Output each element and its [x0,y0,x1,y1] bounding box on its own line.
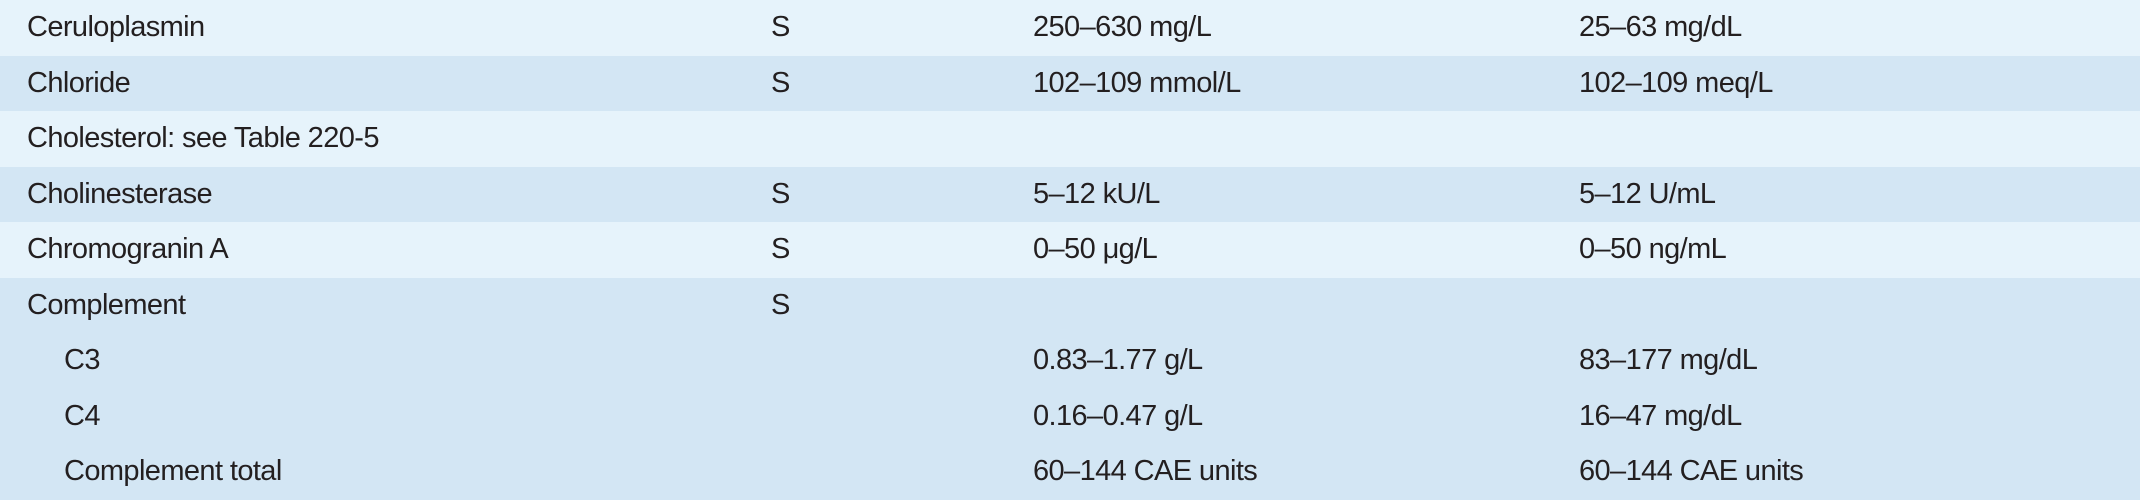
table-cell: Ceruloplasmin [27,11,205,43]
table-cell: Cholesterol: see Table 220-5 [27,122,379,154]
table-cell: 60–144 CAE units [1033,455,1258,487]
table-cell: Complement total [64,455,282,487]
table-cell: 102–109 meq/L [1579,66,1773,99]
table-row: Cholesterol: see Table 220-5 [0,111,2140,167]
table-cell: 250–630 mg/L [1033,11,1212,43]
table-cell: Cholinesterase [27,177,213,210]
table-cell: C4 [64,399,100,432]
table-cell: Complement [27,288,186,321]
table-row: C4 0.16–0.47 g/L 16–47 mg/dL [0,388,2140,444]
table-row: Chloride S 102–109 mmol/L 102–109 meq/L [0,55,2140,111]
table-cell: C3 [64,344,100,376]
table-cell: 5–12 kU/L [1033,177,1160,210]
table-cell: S [771,233,790,265]
table-cell: S [771,66,790,99]
table-cell: 0.16–0.47 g/L [1033,399,1203,432]
table-cell: 102–109 mmol/L [1033,66,1241,99]
table-row: Complement S [0,277,2140,333]
table-cell: S [771,177,790,210]
table-cell: 0–50 ng/mL [1579,233,1727,265]
table-cell: Chromogranin A [27,233,229,265]
table-row: C3 0.83–1.77 g/L 83–177 mg/dL [0,333,2140,389]
table-row: Chromogranin A S 0–50 μg/L 0–50 ng/mL [0,222,2140,278]
table-row: Cholinesterase S 5–12 kU/L 5–12 U/mL [0,166,2140,222]
table-row: Complement total 60–144 CAE units 60–144 C… [0,444,2140,500]
table-cell: Chloride [27,66,131,99]
table-cell: 25–63 mg/dL [1579,11,1742,43]
table-cell: 0.83–1.77 g/L [1033,344,1203,376]
table-cell: 0–50 μg/L [1033,233,1158,265]
table-cell: 60–144 CAE units [1579,455,1804,487]
table-row: Ceruloplasmin S 250–630 mg/L 25–63 mg/dL [0,0,2140,56]
table-cell: 16–47 mg/dL [1579,399,1742,432]
table-cell: 83–177 mg/dL [1579,344,1758,376]
table-cell: S [771,288,790,321]
table-cell: 5–12 U/mL [1579,177,1716,210]
table-cell: S [771,11,790,43]
